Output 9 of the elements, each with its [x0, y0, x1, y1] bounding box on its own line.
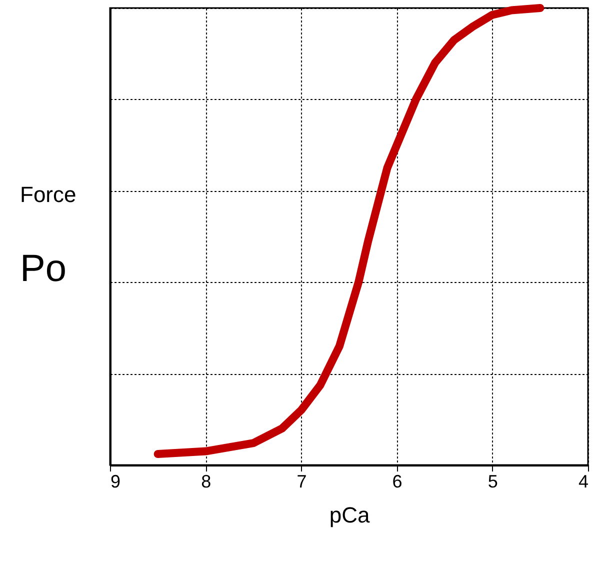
x-tick-label: 9	[110, 472, 121, 492]
x-tick-label: 7	[296, 472, 307, 492]
x-tick-label: 4	[578, 472, 588, 492]
x-tick-label: 5	[488, 472, 498, 492]
y-axis-title: Force	[20, 182, 76, 208]
x-tick-label: 6	[392, 472, 402, 492]
x-axis-title: pCa	[329, 502, 370, 528]
x-tick-label: 8	[201, 472, 212, 492]
text: Po	[20, 248, 66, 291]
